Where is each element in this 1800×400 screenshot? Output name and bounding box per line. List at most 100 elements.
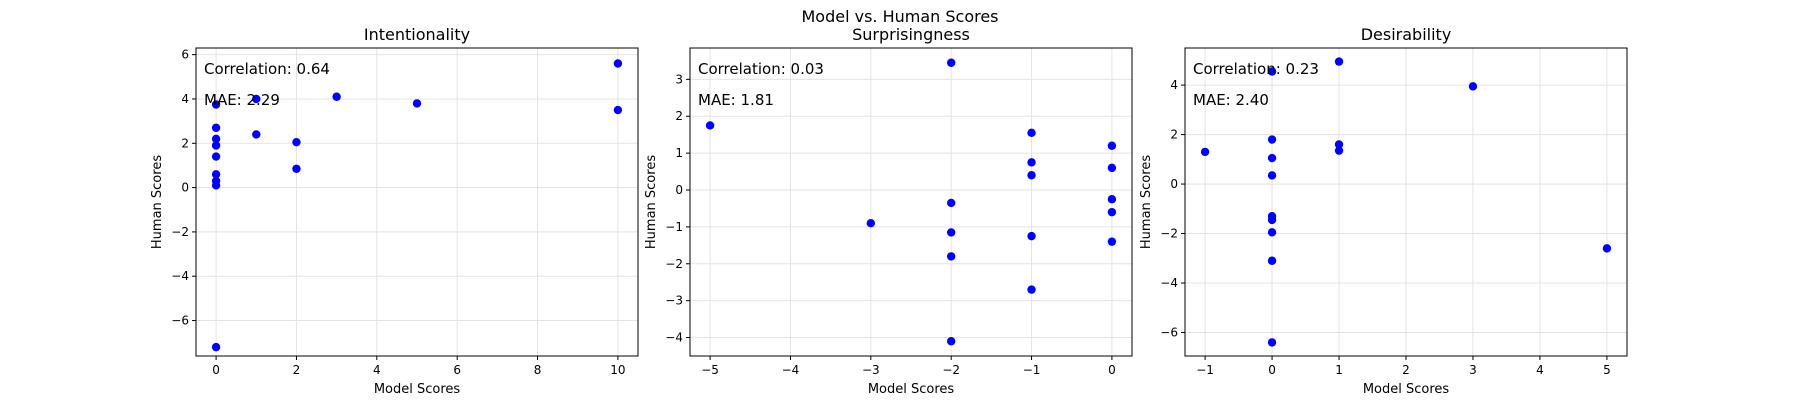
- x-axis-label: Model Scores: [1363, 382, 1450, 397]
- x-axis-label: Model Scores: [868, 382, 955, 397]
- y-tick-label: −2: [1160, 227, 1178, 241]
- y-tick-label: −4: [665, 331, 683, 345]
- data-point: [866, 219, 876, 228]
- data-point: [211, 170, 221, 179]
- data-point: [292, 164, 301, 173]
- data-point: [1267, 338, 1277, 347]
- y-tick-label: 4: [1170, 78, 1178, 92]
- y-tick-label: 4: [181, 92, 189, 106]
- axes-frame: [689, 47, 1133, 357]
- subplot-title: Intentionality: [364, 25, 470, 44]
- data-point: [1200, 147, 1210, 157]
- data-point: [1334, 140, 1344, 149]
- data-point: [211, 342, 221, 352]
- data-point: [1334, 146, 1344, 155]
- y-tick-label: 1: [675, 146, 683, 160]
- data-point: [292, 137, 301, 147]
- data-point: [1027, 285, 1036, 294]
- data-point: [1027, 128, 1036, 138]
- y-tick-label: −2: [665, 257, 683, 271]
- data-point: [1267, 256, 1277, 265]
- mae-annotation: MAE: 2.29: [204, 91, 280, 109]
- mae-annotation: MAE: 2.40: [1193, 91, 1269, 109]
- x-tick-label: 0: [1268, 363, 1276, 377]
- y-tick-label: 2: [1170, 128, 1178, 142]
- y-tick-label: −4: [171, 269, 189, 283]
- y-axis-label: Human Scores: [1139, 155, 1154, 249]
- data-point: [1334, 57, 1344, 66]
- x-tick-label: 2: [1402, 363, 1410, 377]
- y-tick-label: 0: [181, 181, 189, 195]
- axes-frame: [195, 47, 639, 357]
- data-point: [1107, 237, 1117, 246]
- correlation-annotation: Correlation: 0.23: [1193, 60, 1319, 78]
- data-point: [211, 100, 221, 109]
- y-tick-label: 0: [675, 183, 683, 197]
- y-tick-label: 6: [181, 48, 189, 62]
- y-tick-label: −4: [1160, 276, 1178, 290]
- data-point: [1027, 171, 1036, 180]
- subplot-1: 0 2 4 6 8 10 −6 −4 −2 0 2 4 6 Intentionality Model Sco…: [150, 25, 639, 397]
- data-point: [705, 121, 715, 130]
- x-axis-label: Model Scores: [374, 382, 461, 397]
- data-point: [1107, 195, 1117, 204]
- data-point: [946, 228, 956, 237]
- x-tick-label: 0: [1108, 363, 1116, 377]
- data-point: [211, 141, 221, 150]
- data-point: [211, 181, 221, 190]
- data-point: [1027, 158, 1036, 167]
- data-point: [1027, 231, 1036, 241]
- correlation-annotation: Correlation: 0.03: [698, 60, 824, 78]
- y-axis-label: Human Scores: [644, 155, 659, 249]
- figure-suptitle: Model vs. Human Scores: [801, 7, 998, 26]
- x-tick-label: −3: [862, 363, 880, 377]
- data-point: [946, 198, 956, 208]
- data-point: [252, 94, 261, 104]
- x-tick-label: 6: [453, 363, 461, 377]
- data-point: [211, 123, 221, 132]
- data-point: [1267, 215, 1277, 225]
- subplot-2: −5 −4 −3 −2 −1 0 −4 −3 −2 −1 0 1 2 3 Surprisingness Mod…: [644, 25, 1133, 397]
- data-point: [946, 252, 956, 261]
- data-point: [412, 99, 422, 108]
- y-tick-label: 2: [675, 109, 683, 123]
- x-tick-label: 5: [1603, 363, 1611, 377]
- x-tick-label: −2: [942, 363, 960, 377]
- data-point: [1107, 207, 1117, 217]
- data-point: [1107, 141, 1117, 150]
- x-tick-label: 4: [1536, 363, 1544, 377]
- x-tick-label: −5: [701, 363, 719, 377]
- x-tick-label: −1: [1023, 363, 1041, 377]
- data-point: [946, 58, 956, 67]
- y-tick-label: 2: [181, 136, 189, 150]
- y-tick-label: 3: [675, 72, 683, 86]
- data-point: [1107, 163, 1117, 173]
- data-point: [211, 152, 221, 161]
- y-tick-label: −1: [665, 220, 683, 234]
- subplot-3: −1 0 1 2 3 4 5 −6 −4 −2 0 2 4 Desirability Model Score…: [1139, 25, 1628, 397]
- data-point: [946, 337, 956, 346]
- x-tick-label: 1: [1335, 363, 1343, 377]
- correlation-annotation: Correlation: 0.64: [204, 60, 330, 78]
- mae-annotation: MAE: 1.81: [698, 91, 774, 109]
- x-tick-label: −1: [1196, 363, 1214, 377]
- y-tick-label: −2: [171, 225, 189, 239]
- data-point: [1267, 153, 1277, 163]
- data-point: [211, 134, 221, 144]
- data-point: [1267, 135, 1277, 144]
- data-point: [1468, 82, 1478, 91]
- data-point: [332, 92, 341, 101]
- x-tick-label: −4: [782, 363, 800, 377]
- data-point: [1267, 171, 1277, 180]
- subplot-title: Surprisingness: [852, 25, 970, 44]
- data-point: [613, 105, 623, 115]
- y-axis-label: Human Scores: [150, 155, 165, 249]
- data-point: [613, 59, 623, 68]
- y-tick-label: −6: [1160, 325, 1178, 339]
- x-tick-label: 10: [610, 363, 625, 377]
- data-point: [1602, 244, 1612, 253]
- subplot-title: Desirability: [1361, 25, 1452, 44]
